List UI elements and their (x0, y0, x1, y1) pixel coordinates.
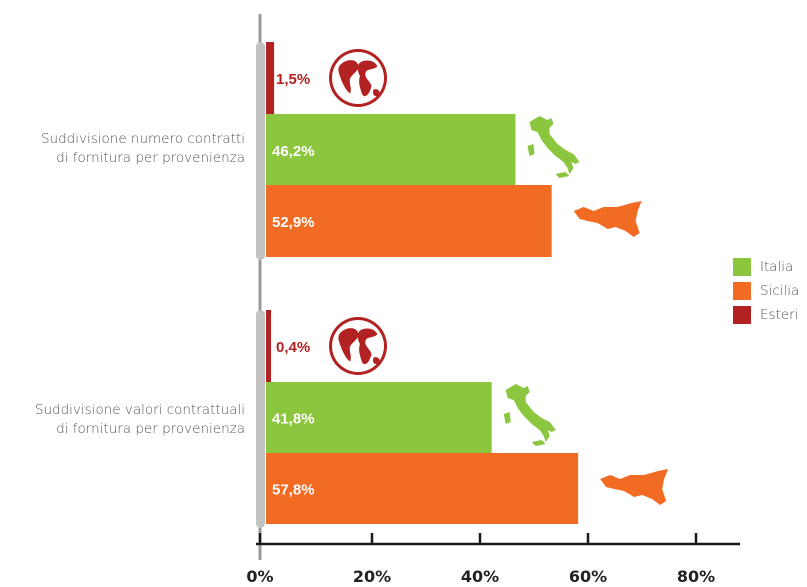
bar-italia (266, 114, 516, 186)
legend-label: Sicilia (760, 283, 800, 299)
data-label-esteri: 1,5% (276, 71, 310, 88)
legend-label: Esteri (760, 307, 799, 323)
legend-swatch (733, 306, 751, 324)
x-tick-label: 40% (461, 567, 499, 586)
x-tick-label: 60% (569, 567, 607, 586)
x-tick-label: 80% (677, 567, 715, 586)
data-label-italia: 46,2% (272, 143, 315, 160)
legend-item-sicilia: Sicilia (733, 280, 799, 302)
globe-icon (329, 49, 387, 107)
bar-esteri (266, 310, 271, 382)
category-label-line: Suddivisione valori contrattuali (34, 402, 245, 418)
bar-sicilia (266, 453, 579, 524)
group-bracket (256, 310, 265, 528)
category-label-valori: Suddivisione valori contrattuali di forn… (5, 401, 245, 439)
legend-swatch (733, 282, 751, 300)
bar-italia (266, 382, 492, 453)
bar-sicilia (266, 185, 552, 257)
data-label-italia: 41,8% (272, 411, 315, 428)
category-label-line: Suddivisione numero contratti (40, 131, 245, 147)
italy-map-icon (527, 116, 580, 178)
data-label-sicilia: 52,9% (272, 214, 315, 231)
bar-esteri (266, 42, 275, 114)
legend-item-esteri: Esteri (733, 304, 799, 326)
x-tick-label: 0% (246, 567, 273, 586)
category-label-contratti: Suddivisione numero contratti di fornitu… (5, 130, 245, 168)
legend-swatch (733, 258, 751, 276)
legend-label: Italia (760, 259, 794, 275)
group-bracket (256, 42, 265, 260)
x-tick-label: 20% (353, 567, 391, 586)
category-label-line: di fornitura per provenienza (56, 421, 245, 437)
category-label-line: di fornitura per provenienza (56, 150, 245, 166)
legend-item-italia: Italia (733, 256, 799, 278)
italy-map-icon (503, 384, 556, 446)
data-label-esteri: 0,4% (276, 339, 310, 356)
legend: Italia Sicilia Esteri (733, 256, 799, 328)
data-label-sicilia: 57,8% (272, 482, 315, 499)
globe-icon (329, 317, 387, 375)
sicily-map-icon (600, 469, 669, 505)
sicily-map-icon (573, 201, 642, 237)
